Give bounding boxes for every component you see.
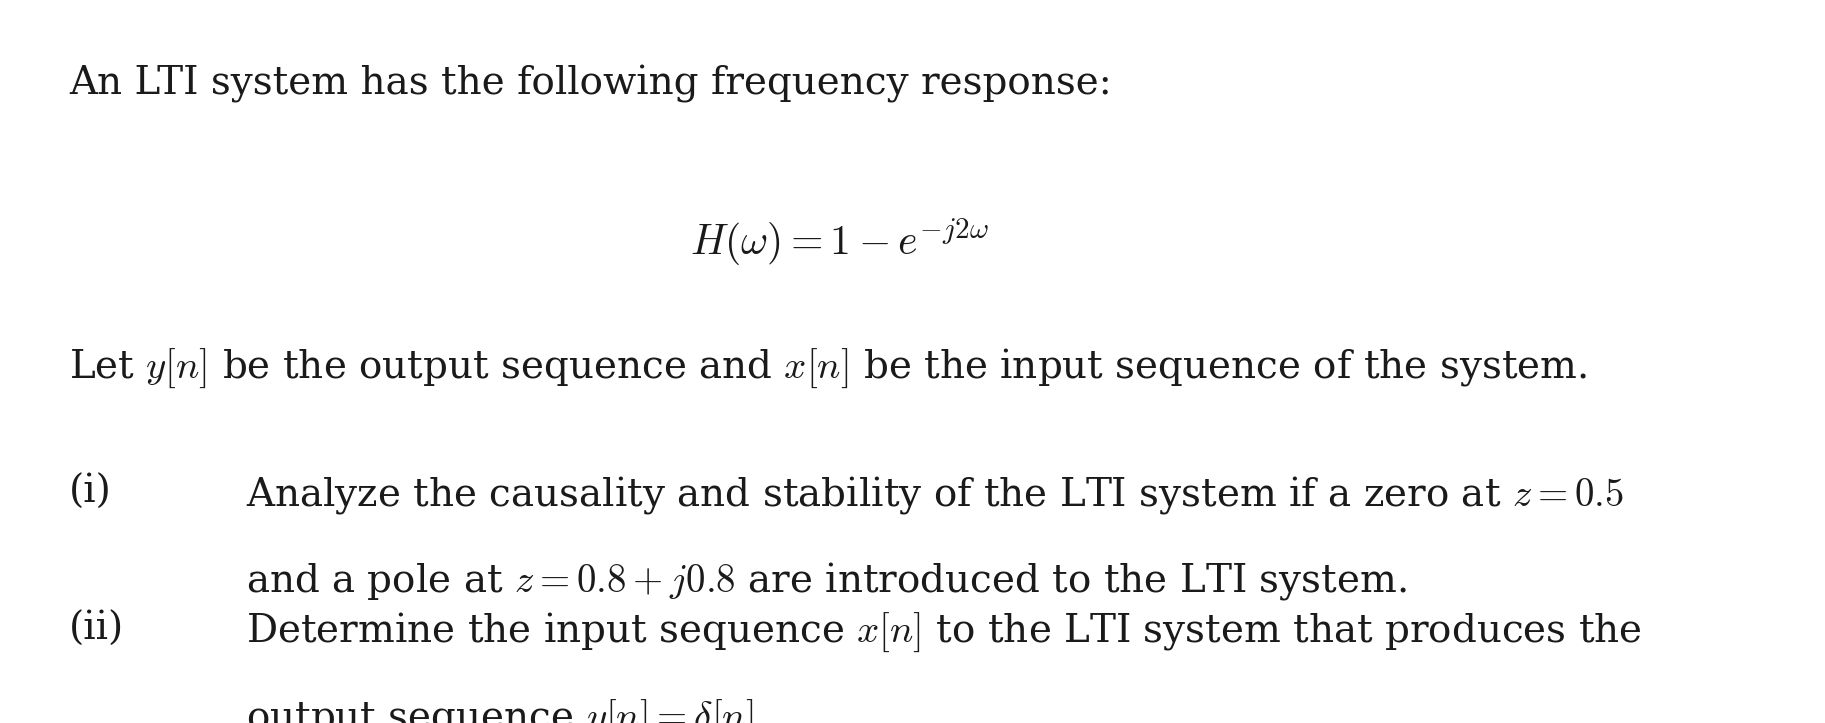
Text: Let $y[n]$ be the output sequence and $x[n]$ be the input sequence of the system: Let $y[n]$ be the output sequence and $x…: [69, 347, 1588, 390]
Text: (ii): (ii): [69, 611, 124, 648]
Text: output sequence $y[n] = \delta[n]$.: output sequence $y[n] = \delta[n]$.: [246, 698, 766, 723]
Text: and a pole at $z = 0.8 + j0.8$ are introduced to the LTI system.: and a pole at $z = 0.8 + j0.8$ are intro…: [246, 560, 1407, 602]
Text: (i): (i): [69, 474, 111, 510]
Text: Determine the input sequence $x[n]$ to the LTI system that produces the: Determine the input sequence $x[n]$ to t…: [246, 611, 1642, 654]
Text: An LTI system has the following frequency response:: An LTI system has the following frequenc…: [69, 65, 1111, 103]
Text: $H(\omega) = 1 - e^{-j2\omega}$: $H(\omega) = 1 - e^{-j2\omega}$: [690, 217, 989, 268]
Text: Analyze the causality and stability of the LTI system if a zero at $z = 0.5$: Analyze the causality and stability of t…: [246, 474, 1624, 515]
